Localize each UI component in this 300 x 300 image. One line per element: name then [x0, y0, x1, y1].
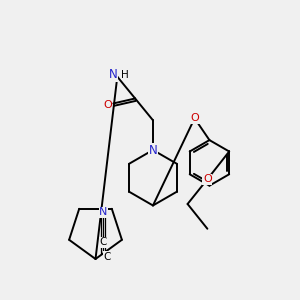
Text: O: O — [103, 100, 112, 110]
Text: O: O — [190, 113, 199, 123]
Text: N: N — [99, 207, 108, 218]
Text: H: H — [122, 70, 129, 80]
Text: O: O — [203, 174, 212, 184]
Text: C: C — [104, 252, 111, 262]
Text: N: N — [148, 143, 157, 157]
Text: N: N — [109, 68, 118, 81]
Text: C: C — [100, 237, 107, 247]
